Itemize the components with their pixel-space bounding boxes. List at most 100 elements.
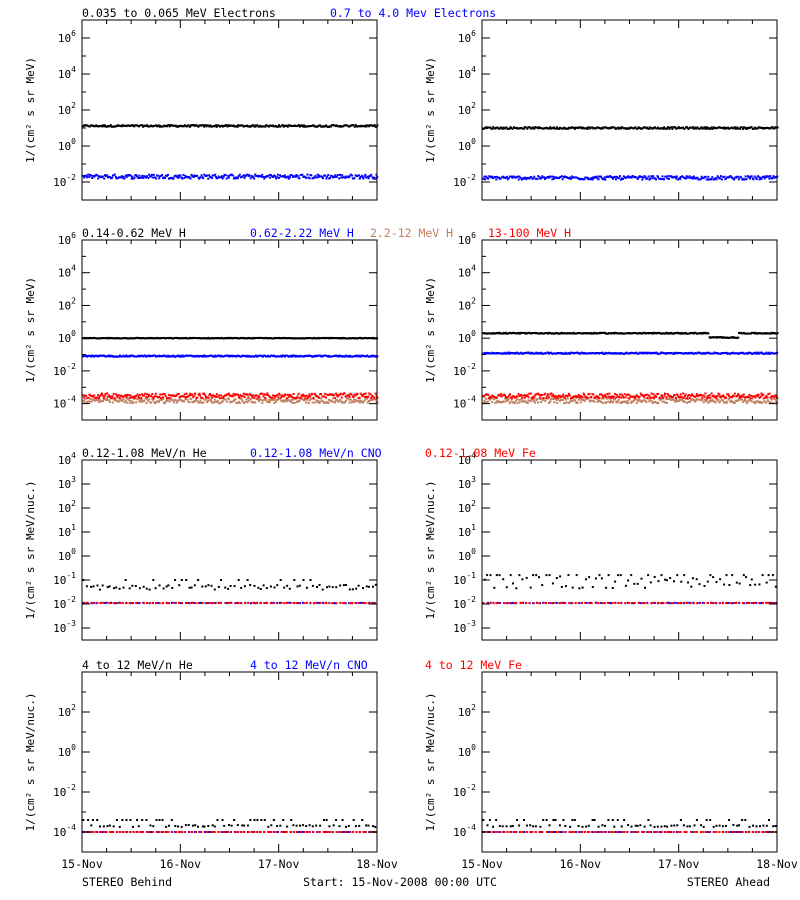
data-point <box>338 393 341 396</box>
data-point <box>118 587 121 590</box>
data-point <box>755 602 758 604</box>
data-point <box>744 127 747 130</box>
data-point <box>554 819 557 821</box>
data-point <box>701 601 704 604</box>
data-point <box>533 175 536 178</box>
data-point <box>515 399 517 402</box>
data-point <box>97 398 99 401</box>
data-point <box>169 177 172 180</box>
data-point <box>494 126 497 129</box>
data-point <box>538 602 541 605</box>
data-point <box>322 831 325 833</box>
data-point <box>101 831 104 833</box>
data-point <box>298 399 301 402</box>
data-point <box>694 126 697 129</box>
data-point <box>535 574 538 577</box>
data-point <box>571 351 574 354</box>
data-point <box>556 396 559 399</box>
data-point <box>213 125 216 128</box>
data-point <box>772 402 775 404</box>
data-point <box>545 177 547 179</box>
data-point <box>97 337 100 340</box>
data-point <box>174 399 177 402</box>
data-point <box>322 395 325 398</box>
data-point <box>654 126 657 129</box>
data-point <box>92 831 95 833</box>
data-point <box>773 397 776 400</box>
data-point <box>712 576 715 579</box>
data-point <box>668 126 671 129</box>
data-point <box>715 824 718 827</box>
data-point <box>82 602 85 605</box>
data-point <box>219 125 221 128</box>
data-point <box>698 127 701 130</box>
data-point <box>551 582 554 585</box>
data-point <box>211 125 214 128</box>
data-point <box>675 175 678 178</box>
data-point <box>532 602 535 605</box>
data-point <box>552 393 555 396</box>
data-point <box>743 398 746 401</box>
data-point <box>274 175 277 178</box>
data-point <box>659 177 662 180</box>
data-point <box>528 602 531 605</box>
data-point <box>653 576 656 578</box>
data-point <box>129 602 132 605</box>
data-point <box>598 831 601 833</box>
data-point <box>194 831 196 833</box>
data-point <box>703 398 706 401</box>
data-point <box>706 127 709 130</box>
data-point <box>600 401 603 404</box>
data-point <box>283 831 286 833</box>
data-point <box>605 395 607 398</box>
data-point <box>541 127 544 130</box>
data-point <box>90 174 93 177</box>
data-point <box>172 601 175 604</box>
data-point <box>568 602 571 605</box>
data-point <box>256 602 259 605</box>
data-point <box>518 175 521 178</box>
data-point <box>236 824 239 826</box>
data-point <box>690 331 693 334</box>
data-point <box>192 824 194 827</box>
data-point <box>305 586 308 589</box>
data-point <box>711 398 714 401</box>
data-point <box>683 332 685 335</box>
data-point <box>543 176 546 179</box>
data-point <box>213 398 216 401</box>
data-point <box>304 397 307 400</box>
data-point <box>530 176 533 179</box>
data-point <box>713 178 716 181</box>
data-point <box>125 176 128 178</box>
data-point <box>235 355 238 358</box>
data-point <box>663 178 666 181</box>
data-point <box>319 337 321 340</box>
data-point <box>659 397 662 400</box>
data-point <box>97 394 100 397</box>
data-point <box>678 351 681 354</box>
data-point <box>224 124 227 127</box>
data-point <box>267 125 270 128</box>
data-point <box>762 175 765 178</box>
data-point <box>767 175 770 178</box>
data-point <box>334 174 337 177</box>
data-point <box>346 831 349 833</box>
data-point <box>243 831 245 833</box>
data-point <box>550 392 553 395</box>
data-point <box>760 351 763 354</box>
data-point <box>166 399 169 402</box>
data-point <box>690 393 693 396</box>
data-point <box>679 399 682 402</box>
data-point <box>747 126 750 129</box>
data-point <box>733 352 736 355</box>
data-point <box>711 602 714 605</box>
data-point <box>236 177 239 180</box>
data-point <box>608 332 610 334</box>
data-point <box>246 401 249 404</box>
data-point <box>602 396 604 399</box>
data-point <box>310 174 313 177</box>
data-point <box>175 601 177 604</box>
data-point <box>374 177 377 180</box>
panel-data-protons-behind <box>82 336 379 405</box>
data-point <box>299 824 301 827</box>
